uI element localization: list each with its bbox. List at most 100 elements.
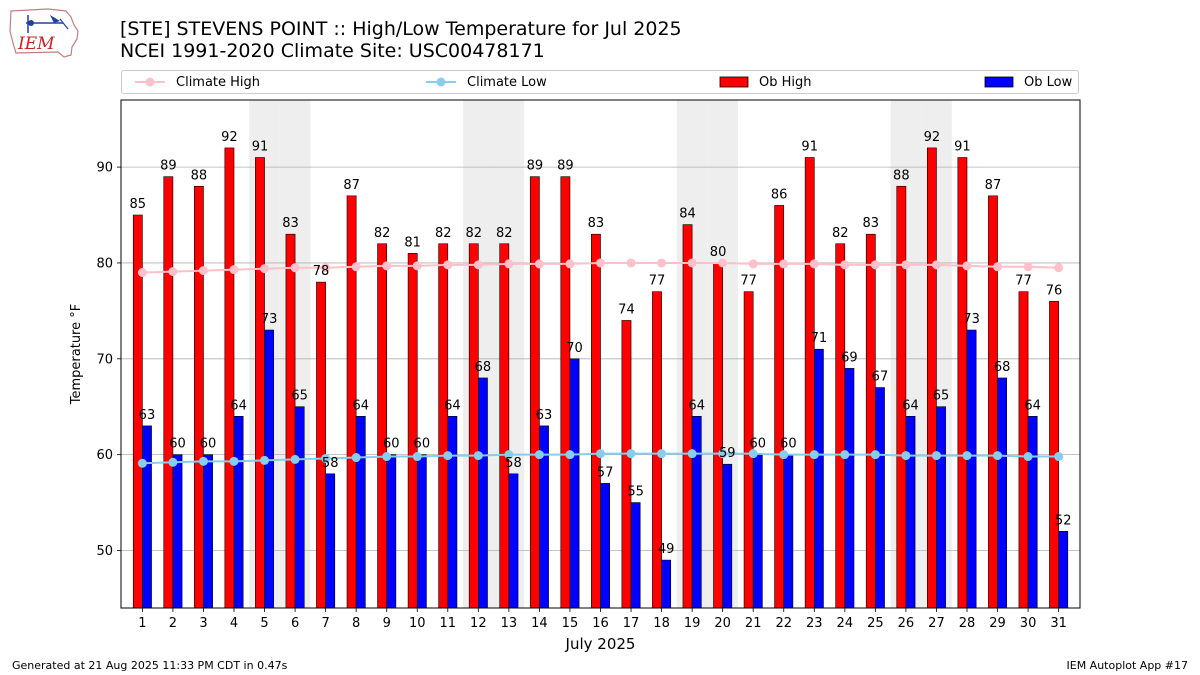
bar-ob-high <box>988 195 998 609</box>
point-climate-low <box>260 455 270 465</box>
point-climate-high <box>931 260 941 270</box>
data-label-ob-low: 64 <box>688 398 705 413</box>
data-label-ob-low: 65 <box>933 389 950 404</box>
data-label-ob-high: 82 <box>465 226 482 241</box>
bar-ob-low <box>508 473 519 609</box>
bar-ob-low <box>722 463 733 609</box>
point-climate-high <box>260 264 270 274</box>
bar-ob-high <box>560 176 571 609</box>
point-climate-low <box>1023 452 1033 462</box>
bar-ob-high <box>926 147 937 609</box>
point-climate-high <box>840 260 850 270</box>
bar-ob-high <box>255 157 265 609</box>
data-label-ob-low: 60 <box>780 437 797 452</box>
tick-label-x: 12 <box>470 616 487 631</box>
data-label-ob-high: 78 <box>313 264 330 279</box>
data-label-ob-high: 82 <box>374 226 391 241</box>
tick-label-x: 24 <box>837 616 854 631</box>
bar-ob-low <box>172 454 183 609</box>
point-climate-low <box>748 449 758 459</box>
point-climate-low <box>1054 452 1064 462</box>
bar-ob-high <box>621 320 632 609</box>
data-label-ob-high: 87 <box>985 178 1002 193</box>
point-climate-high <box>198 266 208 276</box>
legend-item-ob-high: Ob High <box>719 71 812 93</box>
point-climate-low <box>504 450 514 460</box>
bar-ob-high <box>835 243 846 609</box>
legend-label: Climate High <box>176 74 261 90</box>
bar-ob-high <box>224 147 235 609</box>
data-label-ob-high: 92 <box>924 130 941 145</box>
bar-ob-high <box>193 185 204 609</box>
data-label-ob-low: 55 <box>627 485 644 500</box>
point-climate-low <box>962 451 972 461</box>
point-climate-low <box>718 449 728 459</box>
point-climate-high <box>1023 262 1033 272</box>
data-label-ob-low: 64 <box>1024 398 1041 413</box>
x-axis-label: July 2025 <box>565 635 636 653</box>
bar-ob-low <box>355 416 366 609</box>
point-climate-low <box>534 450 544 460</box>
point-climate-high <box>290 263 300 273</box>
data-label-ob-high: 88 <box>191 168 208 183</box>
data-label-ob-low: 60 <box>750 437 767 452</box>
point-climate-high <box>321 263 331 273</box>
point-climate-high <box>534 259 544 269</box>
data-label-ob-low: 64 <box>352 398 369 413</box>
legend-label: Ob High <box>759 74 812 90</box>
point-climate-low <box>473 451 483 461</box>
tick-label-x: 22 <box>775 616 792 631</box>
data-label-ob-high: 89 <box>160 159 177 174</box>
bar-ob-high <box>285 233 296 609</box>
data-label-ob-low: 63 <box>139 408 156 423</box>
tick-label-y: 60 <box>96 448 113 463</box>
bar-ob-low <box>844 368 855 609</box>
chart-legend: Climate High Climate Low Ob High Ob Low <box>121 70 1079 94</box>
bar-ob-low <box>630 502 641 609</box>
point-climate-low <box>137 458 147 468</box>
data-label-ob-high: 88 <box>893 168 910 183</box>
data-label-ob-low: 73 <box>963 312 980 327</box>
data-label-ob-low: 60 <box>414 437 431 452</box>
data-label-ob-low: 57 <box>597 465 614 480</box>
data-label-ob-high: 89 <box>527 159 544 174</box>
data-label-ob-low: 64 <box>902 398 919 413</box>
bar-ob-low <box>264 329 275 609</box>
data-label-ob-high: 82 <box>435 226 452 241</box>
data-label-ob-low: 52 <box>1055 513 1072 528</box>
tick-label-x: 25 <box>867 616 884 631</box>
point-climate-high <box>626 258 636 268</box>
data-label-ob-low: 73 <box>261 312 278 327</box>
point-climate-low <box>626 449 636 459</box>
legend-swatch-climate-low <box>426 77 456 87</box>
bar-ob-low <box>752 454 763 609</box>
point-climate-high <box>779 259 789 269</box>
data-label-ob-low: 65 <box>291 389 308 404</box>
point-climate-high <box>382 261 392 271</box>
bar-ob-low <box>142 425 152 609</box>
point-climate-high <box>137 268 147 278</box>
logo-text: IEM <box>17 34 55 54</box>
data-label-ob-high: 87 <box>343 178 360 193</box>
point-climate-high <box>870 260 880 270</box>
data-label-ob-high: 77 <box>740 274 757 289</box>
bar-ob-high <box>804 157 815 609</box>
tick-label-x: 5 <box>260 616 268 631</box>
bar-ob-low <box>447 416 458 609</box>
bar-ob-low <box>233 416 244 609</box>
bar-ob-low <box>600 483 610 609</box>
point-climate-low <box>657 449 667 459</box>
chart-subtitle: NCEI 1991-2020 Climate Site: USC00478171 <box>120 40 545 62</box>
data-label-ob-high: 89 <box>557 159 574 174</box>
data-label-ob-high: 91 <box>252 140 269 155</box>
tick-label-x: 26 <box>898 616 915 631</box>
point-climate-low <box>901 451 911 461</box>
point-climate-low <box>870 450 880 460</box>
tick-label-x: 10 <box>409 616 426 631</box>
tick-label-x: 19 <box>684 616 701 631</box>
point-climate-high <box>229 265 239 275</box>
data-label-ob-high: 83 <box>282 216 299 231</box>
data-label-ob-low: 71 <box>811 331 828 346</box>
data-label-ob-low: 59 <box>719 446 736 461</box>
data-label-ob-high: 80 <box>710 245 727 260</box>
